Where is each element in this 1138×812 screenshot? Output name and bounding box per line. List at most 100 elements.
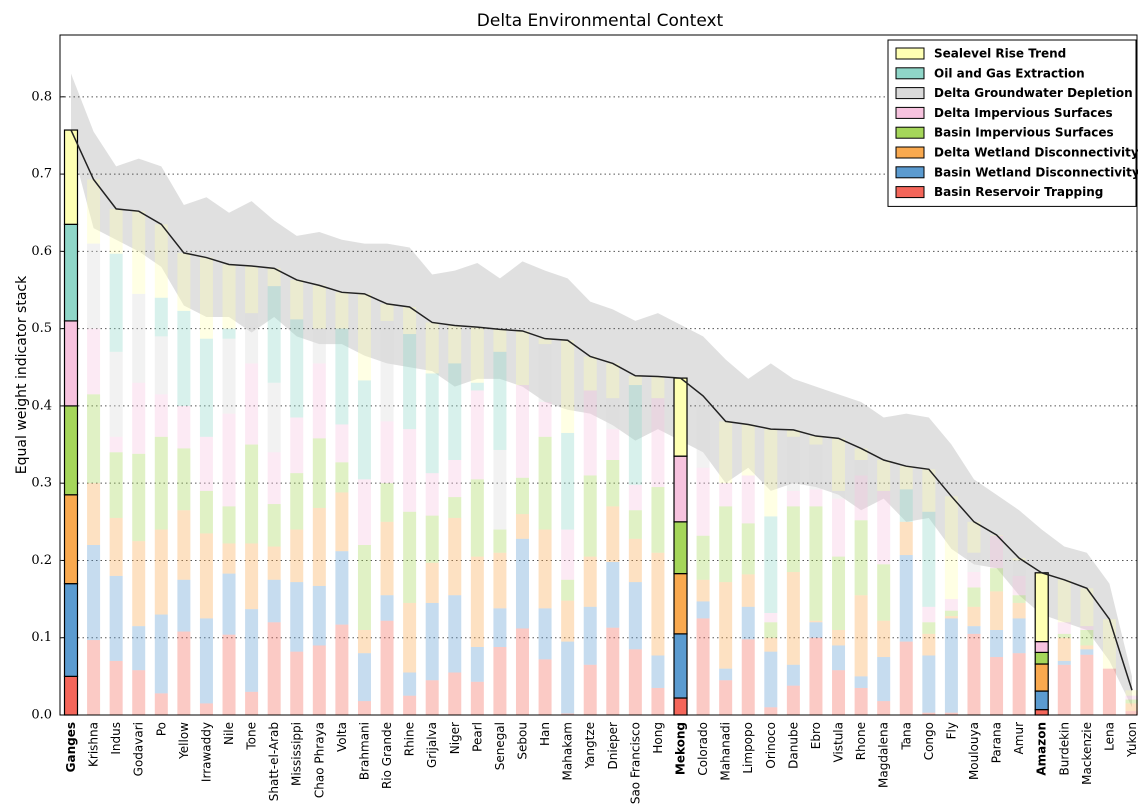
bar-segment <box>1057 579 1071 623</box>
bar-segment <box>109 253 123 352</box>
bar-segment <box>1034 690 1049 711</box>
bar-segment <box>967 626 981 634</box>
bar-segment <box>177 310 191 406</box>
bar-segment <box>493 351 507 450</box>
bar-segment <box>312 363 326 439</box>
bar-segment <box>899 489 913 522</box>
bar-segment <box>1057 622 1071 634</box>
bar-segment <box>854 687 868 715</box>
bar-segment <box>357 630 371 654</box>
bar-segment <box>312 328 326 364</box>
bar-segment <box>922 606 936 623</box>
bar-segment <box>1102 668 1116 715</box>
y-tick-label: 0.4 <box>31 398 52 413</box>
bar-segment <box>87 179 101 244</box>
bar-segment <box>109 517 123 576</box>
x-tick-label: Nile <box>222 722 236 745</box>
chart-title: Delta Environmental Context <box>477 11 724 31</box>
bar-segment <box>132 382 146 454</box>
x-tick-label: Shatt-el-Arab <box>267 722 281 801</box>
bar-segment <box>199 533 213 619</box>
bar-segment <box>967 572 981 588</box>
bar-segment <box>809 506 823 621</box>
bar-segment <box>1012 618 1026 654</box>
bar-segment <box>63 223 79 322</box>
bar-segment <box>854 448 868 460</box>
bar-segment <box>1012 560 1026 576</box>
y-tick-label: 0.8 <box>31 89 52 104</box>
bar-segment <box>515 385 529 478</box>
bar-segment <box>809 622 823 638</box>
bar-segment <box>561 713 575 715</box>
x-tick-label: Amur <box>1012 722 1026 755</box>
bar-segment <box>538 529 552 609</box>
y-tick-label: 0.7 <box>31 167 52 182</box>
bar-segment <box>515 628 529 715</box>
bar-segment <box>1102 619 1116 669</box>
bar-segment <box>154 693 168 715</box>
bar-segment <box>944 712 958 715</box>
bar-segment <box>63 405 79 496</box>
bar-segment <box>245 313 259 364</box>
x-tick-label: Dnieper <box>606 722 620 770</box>
bar-segment <box>109 452 123 518</box>
bar-segment <box>696 579 710 602</box>
bar-segment <box>809 637 823 715</box>
bar-segment <box>877 460 891 491</box>
x-tick-label: Mackenzie <box>1080 722 1094 785</box>
bar-segment <box>606 627 620 715</box>
bar-segment <box>877 490 891 565</box>
bar-segment <box>222 328 236 339</box>
bar-segment <box>741 574 755 607</box>
bar-segment <box>583 664 597 715</box>
bar-segment <box>606 506 620 562</box>
bar-segment <box>1034 640 1049 654</box>
bar-segment <box>538 608 552 660</box>
bar-segment <box>696 395 710 468</box>
bar-segment <box>493 449 507 530</box>
bar-segment <box>944 599 958 611</box>
legend-swatch <box>895 106 925 119</box>
bar-segment <box>741 606 755 640</box>
bar-segment <box>493 647 507 715</box>
bar-segment <box>267 268 281 287</box>
bar-segment <box>651 398 665 488</box>
bar-segment <box>312 585 326 646</box>
bar-segment <box>267 579 281 623</box>
legend-swatch <box>895 87 925 100</box>
x-tick-label: Yukon <box>1125 722 1138 758</box>
x-tick-label: Ganges <box>64 722 78 772</box>
bar-segment <box>380 303 394 321</box>
bar-segment <box>877 657 891 702</box>
bar-segment <box>403 672 417 696</box>
legend-label: Oil and Gas Extraction <box>934 66 1085 80</box>
bar-segment <box>1080 645 1094 650</box>
bar-segment <box>448 497 462 518</box>
bar-segment <box>109 660 123 715</box>
bar-segment <box>335 492 349 552</box>
bar-segment <box>222 573 236 635</box>
x-tick-label: Indus <box>109 722 123 755</box>
bar-segment <box>583 356 597 391</box>
bar-segment <box>312 438 326 508</box>
bar-segment <box>470 390 484 480</box>
bar-segment <box>922 712 936 715</box>
bar-segment <box>786 429 800 437</box>
bar-segment <box>583 390 597 476</box>
x-tick-label: Amazon <box>1035 722 1049 776</box>
bar-segment <box>832 490 846 499</box>
bar-segment <box>606 429 620 460</box>
bar-segment <box>673 572 688 635</box>
y-tick-label: 0.6 <box>31 244 52 259</box>
bar-segment <box>696 467 710 536</box>
bar-segment <box>357 293 371 381</box>
x-tick-label: Mahakam <box>561 722 575 780</box>
bar-segment <box>312 285 326 329</box>
bar-segment <box>132 626 146 671</box>
x-tick-label: Grijalva <box>425 722 439 768</box>
bar-segment <box>493 552 507 609</box>
bar-segment <box>132 670 146 715</box>
bar-segment <box>132 541 146 627</box>
bar-segment <box>651 655 665 688</box>
